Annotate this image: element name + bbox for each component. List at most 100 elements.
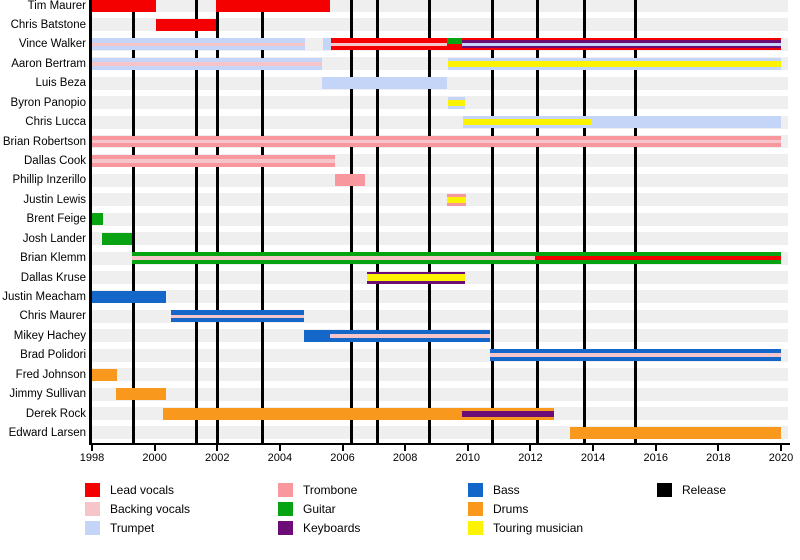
plot-area: Tim Maurer Chris Batstone Vince Walker Aaro… bbox=[2, 0, 788, 443]
bar-stripe-trumpet bbox=[463, 116, 593, 120]
bar-stripe-touring bbox=[448, 99, 465, 106]
member-label: Brian Klemm bbox=[20, 252, 86, 265]
bar-stripe-bass bbox=[92, 290, 166, 303]
member-label: Derek Rock bbox=[25, 407, 86, 420]
timeline-bar bbox=[446, 38, 462, 51]
bar-stripe-lead bbox=[446, 44, 462, 51]
row-band bbox=[92, 368, 788, 382]
release-line bbox=[350, 0, 354, 443]
year-tick bbox=[216, 445, 219, 451]
timeline-bar bbox=[92, 368, 118, 381]
timeline-bar bbox=[569, 426, 781, 439]
bar-stripe-touring bbox=[366, 274, 465, 281]
bar-stripe-guitar bbox=[535, 259, 781, 265]
timeline-bar bbox=[92, 154, 336, 167]
legend-swatch-release bbox=[657, 483, 672, 497]
bar-stripe-guitar bbox=[132, 259, 536, 265]
legend-swatch-trombone bbox=[278, 483, 293, 497]
member-label: Chris Batstone bbox=[10, 18, 86, 31]
timeline-bar bbox=[461, 38, 781, 51]
year-tick bbox=[779, 445, 782, 451]
bar-stripe-bass bbox=[330, 329, 491, 334]
member-label: Luis Beza bbox=[35, 77, 86, 90]
bar-stripe-bass bbox=[330, 337, 491, 342]
bar-stripe-trumpet bbox=[321, 77, 447, 90]
bar-stripe-trombone bbox=[92, 135, 781, 140]
bar-stripe-drums bbox=[569, 426, 781, 439]
release-line bbox=[131, 0, 135, 443]
row-band bbox=[92, 212, 788, 226]
member-label: Tim Maurer bbox=[27, 0, 86, 12]
legend-label-trumpet: Trumpet bbox=[110, 521, 155, 535]
member-label: Dallas Kruse bbox=[20, 271, 86, 284]
bar-stripe-drums bbox=[461, 407, 554, 411]
year-tick bbox=[466, 445, 469, 451]
timeline-bar bbox=[92, 213, 103, 226]
year-label: 2010 bbox=[455, 452, 481, 464]
bar-stripe-trumpet bbox=[92, 38, 305, 43]
timeline-bar bbox=[490, 349, 781, 362]
legend: Lead vocals Backing vocals Trumpet Trombone… bbox=[0, 470, 800, 560]
row-band bbox=[92, 96, 788, 110]
timeline-bar bbox=[92, 57, 322, 70]
member-label: Vince Walker bbox=[18, 38, 86, 51]
bar-stripe-bass bbox=[170, 310, 304, 315]
timeline-bar bbox=[170, 310, 304, 323]
bar-stripe-guitar bbox=[446, 38, 462, 45]
year-label: 2008 bbox=[392, 452, 418, 464]
legend-swatch-lead bbox=[85, 483, 100, 497]
timeline-bar bbox=[116, 388, 166, 401]
timeline-bar bbox=[448, 96, 465, 109]
legend-swatch-bass bbox=[468, 483, 483, 497]
member-label: Phillip Inzerillo bbox=[12, 174, 86, 187]
plot-left-border bbox=[89, 0, 92, 443]
bar-stripe-lead bbox=[461, 38, 781, 41]
bar-stripe-bass bbox=[490, 349, 781, 354]
year-label: 2002 bbox=[205, 452, 230, 464]
legend-label-trombone: Trombone bbox=[303, 483, 358, 497]
member-label: Justin Lewis bbox=[23, 193, 86, 206]
bar-stripe-drums bbox=[116, 388, 166, 401]
year-label: 1998 bbox=[79, 452, 105, 464]
timeline-bar bbox=[330, 38, 447, 51]
release-line bbox=[633, 0, 637, 443]
legend-swatch-trumpet bbox=[85, 521, 100, 535]
year-tick bbox=[153, 445, 156, 451]
timeline-bar bbox=[323, 38, 331, 51]
release-line bbox=[216, 0, 220, 443]
legend-label-drums: Drums bbox=[493, 502, 529, 516]
x-axis: 1998 2000 2002 2004 2006 2008 2010 2012 2014 2016… bbox=[79, 0, 794, 464]
row-band bbox=[92, 173, 788, 187]
release-line bbox=[583, 0, 587, 443]
member-label: Chris Lucca bbox=[25, 116, 86, 129]
timeline-bar bbox=[535, 252, 781, 265]
year-label: 2016 bbox=[643, 452, 668, 464]
member-label: Brian Robertson bbox=[2, 135, 86, 148]
year-tick bbox=[91, 445, 93, 451]
year-label: 2020 bbox=[768, 452, 794, 464]
legend-label-bass: Bass bbox=[493, 483, 520, 497]
timeline-bar bbox=[335, 174, 366, 187]
legend-label-backing: Backing vocals bbox=[110, 502, 191, 516]
bar-stripe-trumpet bbox=[448, 96, 465, 100]
row-band bbox=[92, 193, 788, 207]
bar-stripe-guitar bbox=[102, 232, 133, 245]
bar-stripe-trombone bbox=[92, 162, 336, 167]
timeline-bar bbox=[102, 232, 133, 245]
timeline-bar bbox=[163, 407, 462, 420]
year-tick bbox=[341, 445, 344, 451]
legend-label-keyboards: Keyboards bbox=[303, 521, 361, 535]
bar-stripe-keyboards bbox=[461, 40, 781, 43]
bar-stripe-bass bbox=[304, 329, 330, 342]
bar-stripe-touring bbox=[448, 60, 781, 67]
bar-stripe-trumpet bbox=[592, 116, 781, 129]
bar-stripe-touring bbox=[446, 196, 466, 203]
bar-stripe-backing bbox=[330, 43, 447, 46]
year-label: 2000 bbox=[142, 452, 167, 464]
member-label: Fred Johnson bbox=[15, 368, 86, 381]
timeline-bar bbox=[330, 329, 491, 342]
bar-stripe-backing bbox=[92, 139, 781, 144]
member-label: Jimmy Sullivan bbox=[9, 388, 86, 401]
legend-swatch-drums bbox=[468, 502, 483, 516]
row-band bbox=[92, 290, 788, 304]
